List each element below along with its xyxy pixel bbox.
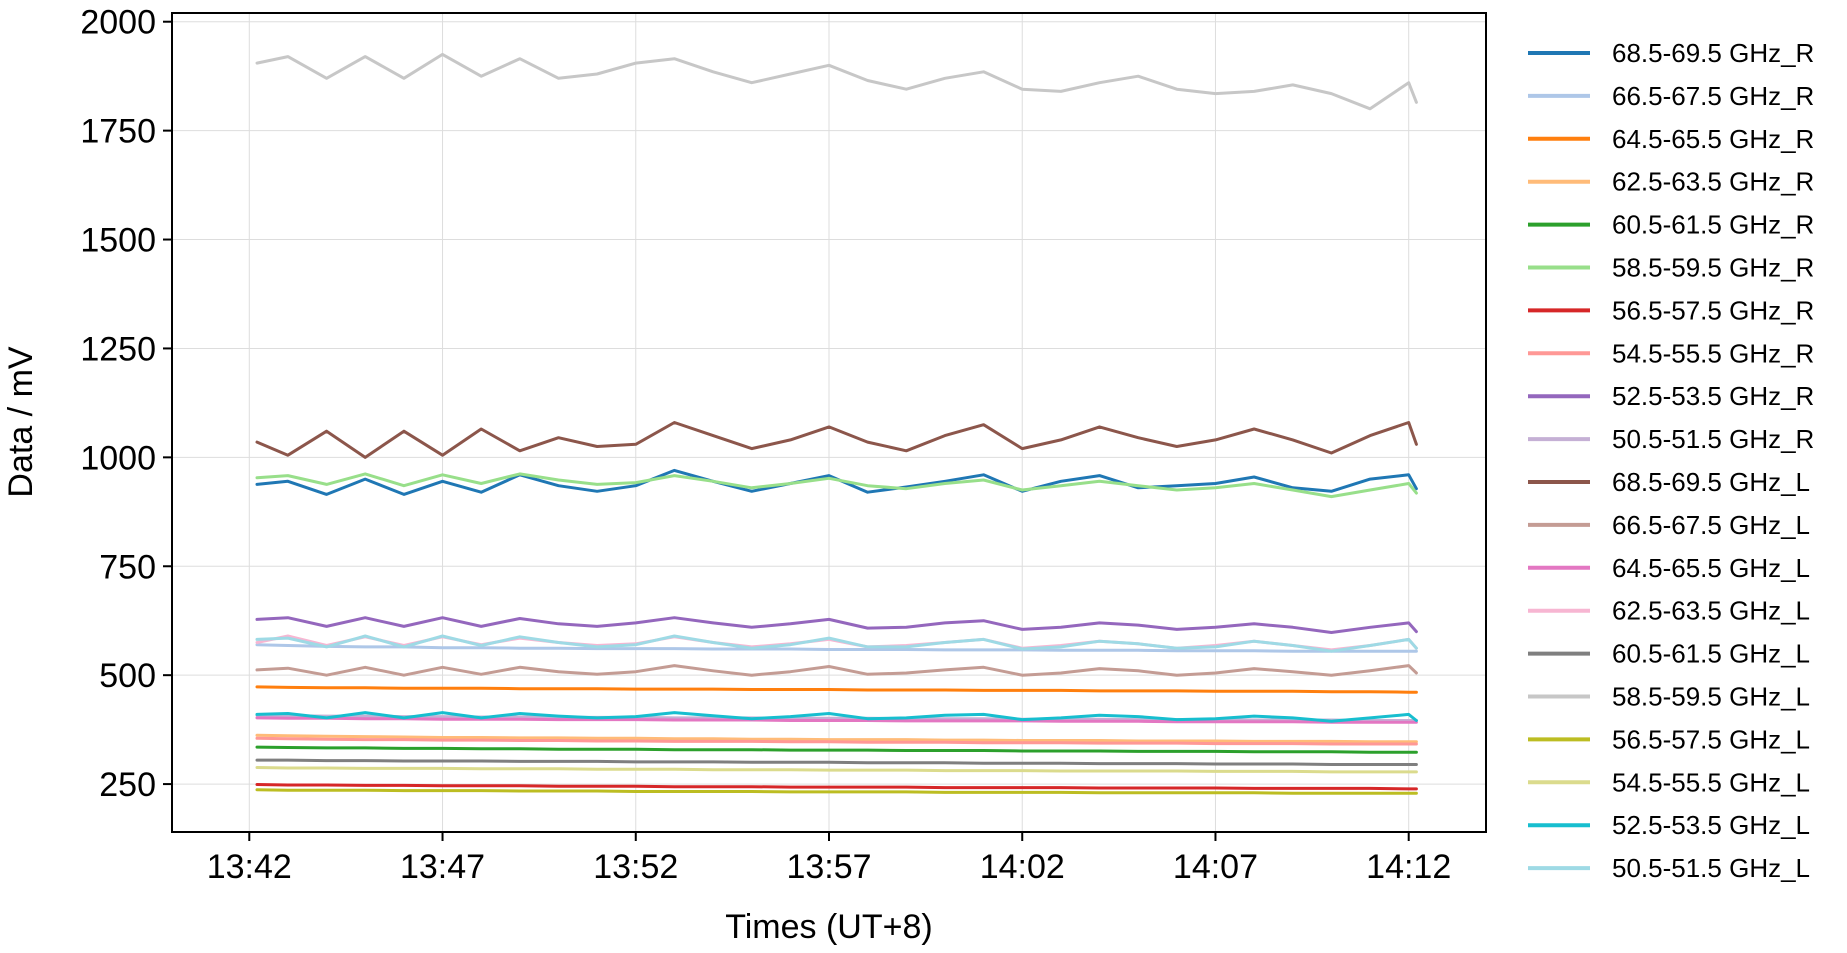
legend-label: 68.5-69.5 GHz_L: [1612, 467, 1810, 497]
legend-label: 56.5-57.5 GHz_L: [1612, 724, 1810, 754]
y-tick-label: 1500: [80, 222, 156, 260]
series-line-7: [255, 736, 1418, 746]
series-line-11: [255, 664, 1418, 677]
series-line-3: [255, 733, 1418, 744]
legend-label: 50.5-51.5 GHz_R: [1612, 424, 1814, 454]
series-line-4: [255, 745, 1418, 754]
y-tick-label: 1750: [80, 113, 156, 151]
legend-label: 60.5-61.5 GHz_R: [1612, 210, 1814, 240]
legend-label: 64.5-65.5 GHz_R: [1612, 124, 1814, 154]
legend-label: 58.5-59.5 GHz_R: [1612, 253, 1814, 283]
series-line-17: [255, 766, 1418, 774]
series-line-5: [255, 472, 1418, 499]
legend-label: 64.5-65.5 GHz_L: [1612, 553, 1810, 583]
y-tick-label: 750: [99, 548, 156, 586]
series-line-1: [255, 643, 1418, 653]
y-tick-label: 500: [99, 657, 156, 695]
legend-label: 54.5-55.5 GHz_R: [1612, 338, 1814, 368]
legend-label: 50.5-51.5 GHz_L: [1612, 853, 1810, 883]
legend-label: 52.5-53.5 GHz_L: [1612, 810, 1810, 840]
x-tick-label: 13:57: [786, 848, 871, 886]
legend-label: 52.5-53.5 GHz_R: [1612, 381, 1814, 411]
x-tick-label: 13:47: [400, 848, 485, 886]
x-tick-label: 14:02: [980, 848, 1065, 886]
legend-label: 58.5-59.5 GHz_L: [1612, 682, 1810, 712]
series-line-10: [255, 421, 1418, 459]
series-line-8: [255, 616, 1418, 634]
series-line-15: [255, 52, 1418, 111]
y-tick-label: 1000: [80, 439, 156, 477]
x-tick-label: 14:07: [1173, 848, 1258, 886]
x-tick-label: 13:42: [207, 848, 292, 886]
series-line-16: [255, 788, 1418, 795]
axis-ticks: 13:42 13:47 13:52 13:57 14:02 14:07 14:12 250 50…: [80, 4, 1451, 886]
legend-label: 54.5-55.5 GHz_L: [1612, 767, 1810, 797]
y-axis-title: Data / mV: [2, 346, 40, 497]
legend-label: 56.5-57.5 GHz_R: [1612, 295, 1814, 325]
x-axis-title: Times (UT+8): [725, 908, 932, 946]
series-line-0: [255, 468, 1418, 496]
series-line-2: [255, 685, 1418, 694]
legend-label: 62.5-63.5 GHz_R: [1612, 167, 1814, 197]
legend-label: 60.5-61.5 GHz_L: [1612, 639, 1810, 669]
legend-label: 68.5-69.5 GHz_R: [1612, 38, 1814, 68]
y-tick-label: 2000: [80, 4, 156, 42]
series-line-6: [255, 783, 1418, 791]
y-tick-label: 1250: [80, 330, 156, 368]
legend-label: 66.5-67.5 GHz_L: [1612, 510, 1810, 540]
series-lines: [255, 52, 1418, 795]
series-line-9: [255, 713, 1418, 722]
grid: [172, 13, 1486, 832]
x-tick-label: 13:52: [593, 848, 678, 886]
series-line-19: [255, 634, 1418, 653]
y-tick-label: 250: [99, 766, 156, 804]
x-tick-label: 14:12: [1366, 848, 1451, 886]
series-line-12: [255, 716, 1418, 724]
legend: 68.5-69.5 GHz_R 66.5-67.5 GHz_R 64.5-65.5 …: [1528, 38, 1814, 883]
series-line-18: [255, 711, 1418, 723]
legend-label: 66.5-67.5 GHz_R: [1612, 81, 1814, 111]
series-line-14: [255, 758, 1418, 766]
legend-label: 62.5-63.5 GHz_L: [1612, 596, 1810, 626]
